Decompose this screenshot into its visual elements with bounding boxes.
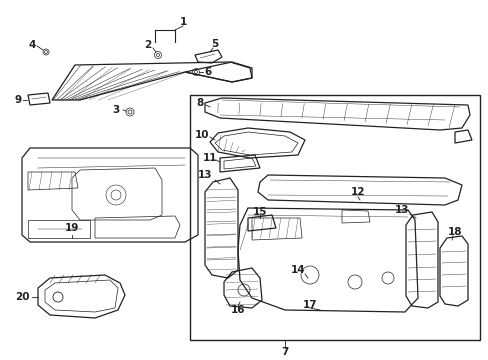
Text: 18: 18 [447,227,461,237]
Text: 17: 17 [302,300,317,310]
Text: 13: 13 [197,170,212,180]
Text: 12: 12 [350,187,365,197]
Text: 9: 9 [15,95,21,105]
Text: 11: 11 [203,153,217,163]
Bar [190,95,479,340]
Text: 14: 14 [290,265,305,275]
Text: 19: 19 [65,223,79,233]
Text: 5: 5 [211,39,218,49]
Text: 6: 6 [204,67,211,77]
Text: 8: 8 [196,98,203,108]
Text: 20: 20 [15,292,29,302]
Text: 3: 3 [112,105,120,115]
Text: 16: 16 [230,305,245,315]
Text: 2: 2 [144,40,151,50]
Text: 10: 10 [194,130,209,140]
Text: 4: 4 [28,40,36,50]
Text: 13: 13 [394,205,408,215]
Text: 15: 15 [252,207,267,217]
Text: 7: 7 [281,347,288,357]
Text: 1: 1 [179,17,186,27]
